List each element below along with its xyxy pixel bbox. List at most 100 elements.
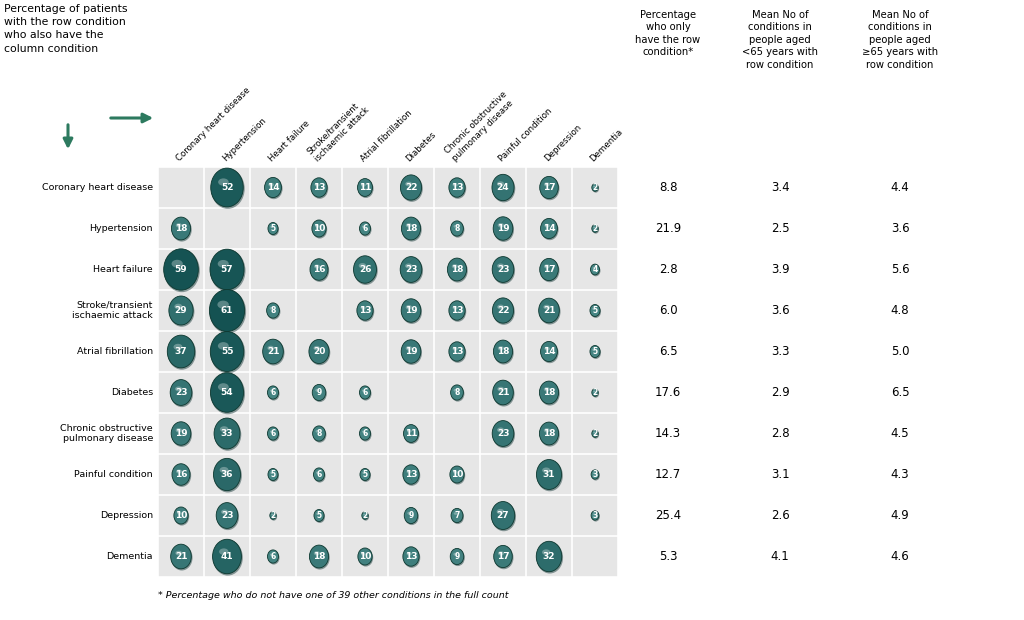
Text: 8: 8 <box>270 306 275 315</box>
Text: Percentage
who only
have the row
condition*: Percentage who only have the row conditi… <box>636 10 700 57</box>
Text: 26: 26 <box>358 265 372 274</box>
Ellipse shape <box>210 332 245 373</box>
Ellipse shape <box>450 301 466 322</box>
Ellipse shape <box>175 551 182 556</box>
Ellipse shape <box>494 381 514 407</box>
Ellipse shape <box>404 507 418 523</box>
Text: 10: 10 <box>312 224 326 233</box>
Ellipse shape <box>359 222 371 235</box>
Text: Chronic obstructive
pulmonary disease: Chronic obstructive pulmonary disease <box>443 90 516 163</box>
Ellipse shape <box>268 551 280 565</box>
Text: Percentage of patients
with the row condition
who also have the
column condition: Percentage of patients with the row cond… <box>4 4 128 53</box>
Ellipse shape <box>454 512 458 515</box>
Ellipse shape <box>537 542 563 574</box>
Text: 14.3: 14.3 <box>655 427 681 440</box>
Text: 18: 18 <box>175 224 187 233</box>
Ellipse shape <box>211 169 245 209</box>
Ellipse shape <box>268 223 279 234</box>
Ellipse shape <box>221 510 228 515</box>
Ellipse shape <box>450 179 466 199</box>
Text: Coronary heart disease: Coronary heart disease <box>175 86 252 163</box>
Text: Stroke/transient
ischaemic attack: Stroke/transient ischaemic attack <box>305 98 371 163</box>
Text: 13: 13 <box>358 306 372 315</box>
Ellipse shape <box>400 257 423 284</box>
Ellipse shape <box>211 373 245 414</box>
Ellipse shape <box>213 458 241 490</box>
Ellipse shape <box>591 347 601 359</box>
Ellipse shape <box>493 299 515 325</box>
Text: 3.6: 3.6 <box>771 304 790 317</box>
Text: 13: 13 <box>451 183 463 192</box>
Ellipse shape <box>407 552 412 556</box>
Text: 5.3: 5.3 <box>658 550 677 563</box>
Text: 14: 14 <box>543 347 555 356</box>
Ellipse shape <box>453 471 458 474</box>
Text: 3: 3 <box>592 470 598 479</box>
Ellipse shape <box>591 511 599 520</box>
Ellipse shape <box>176 428 182 432</box>
Text: 6.5: 6.5 <box>658 345 677 358</box>
Ellipse shape <box>406 223 412 228</box>
Text: 9: 9 <box>316 388 322 397</box>
Ellipse shape <box>537 459 561 489</box>
Text: 18: 18 <box>543 388 555 397</box>
Text: Diabetes: Diabetes <box>111 388 153 397</box>
Ellipse shape <box>360 469 370 481</box>
Text: 17: 17 <box>543 265 555 274</box>
Ellipse shape <box>268 223 280 236</box>
Text: 2: 2 <box>592 183 598 192</box>
Ellipse shape <box>263 339 284 364</box>
Ellipse shape <box>540 177 559 200</box>
Ellipse shape <box>593 267 596 269</box>
Ellipse shape <box>358 549 373 567</box>
Ellipse shape <box>401 340 421 363</box>
Text: 2.8: 2.8 <box>658 263 677 276</box>
Ellipse shape <box>315 224 319 228</box>
Ellipse shape <box>404 508 419 525</box>
Text: 3.1: 3.1 <box>771 468 790 481</box>
Ellipse shape <box>493 421 515 448</box>
Text: 10: 10 <box>358 552 371 561</box>
Ellipse shape <box>450 466 464 483</box>
Ellipse shape <box>541 218 557 239</box>
Ellipse shape <box>494 218 514 242</box>
Ellipse shape <box>498 346 504 350</box>
Ellipse shape <box>310 260 329 282</box>
Text: 5.0: 5.0 <box>891 345 909 358</box>
Text: 3.6: 3.6 <box>891 222 909 235</box>
Ellipse shape <box>219 549 228 555</box>
Ellipse shape <box>357 179 373 197</box>
Ellipse shape <box>213 539 242 574</box>
Ellipse shape <box>449 342 465 361</box>
Ellipse shape <box>592 389 598 396</box>
Ellipse shape <box>311 179 329 199</box>
Ellipse shape <box>537 541 562 572</box>
Ellipse shape <box>218 383 228 391</box>
Text: 4.5: 4.5 <box>891 427 909 440</box>
Ellipse shape <box>406 264 412 268</box>
Ellipse shape <box>452 386 465 402</box>
Ellipse shape <box>544 182 550 187</box>
Text: Dementia: Dementia <box>589 126 625 163</box>
Ellipse shape <box>220 426 228 432</box>
Ellipse shape <box>268 387 280 401</box>
Ellipse shape <box>454 552 458 556</box>
Ellipse shape <box>167 335 195 368</box>
Ellipse shape <box>447 259 468 283</box>
Ellipse shape <box>312 384 326 401</box>
Text: 18: 18 <box>543 429 555 438</box>
Text: 29: 29 <box>175 306 187 315</box>
Text: 19: 19 <box>497 224 509 233</box>
Text: Hypertension: Hypertension <box>220 116 268 163</box>
Text: 2: 2 <box>270 511 275 520</box>
Text: 9: 9 <box>455 552 460 561</box>
Text: 19: 19 <box>404 347 418 356</box>
Ellipse shape <box>169 296 195 327</box>
Ellipse shape <box>360 306 366 309</box>
Ellipse shape <box>407 470 412 474</box>
Ellipse shape <box>174 507 188 524</box>
Ellipse shape <box>406 305 412 309</box>
Ellipse shape <box>176 469 182 474</box>
Ellipse shape <box>267 346 274 350</box>
Text: 2.6: 2.6 <box>771 509 790 522</box>
